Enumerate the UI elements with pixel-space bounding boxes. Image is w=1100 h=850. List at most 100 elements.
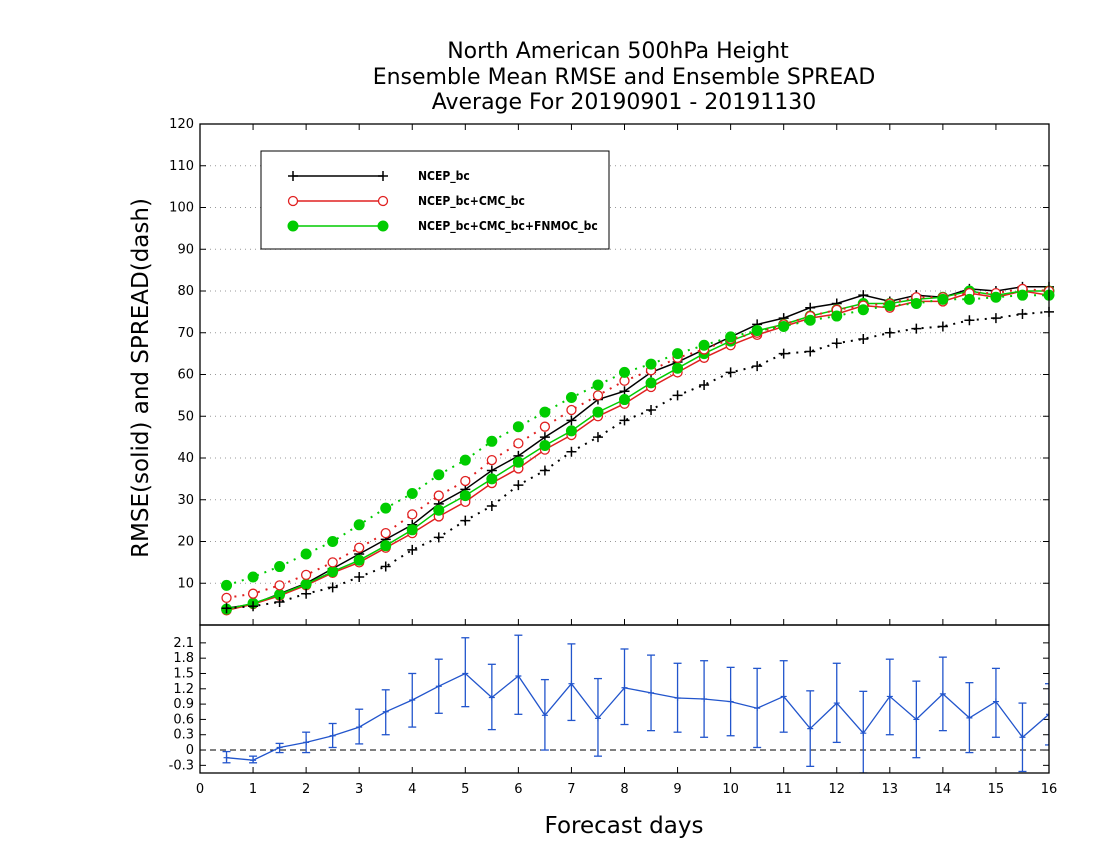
x-tick-label: 1 [249,782,257,797]
data-point [353,519,365,531]
data-point [354,571,365,582]
data-point [247,588,259,599]
y-tick-label: 50 [177,409,194,424]
y-tick-label: 40 [177,451,194,466]
x-tick-label: 13 [882,782,899,797]
difference-point [860,730,867,737]
data-point [433,532,444,543]
difference-point [939,690,946,697]
y-tick-label: 70 [177,326,194,341]
y-tick-label: 0.6 [173,712,194,727]
data-point [378,171,388,181]
series-rmse-2 [221,285,1055,615]
data-point [377,220,389,232]
data-point [539,406,551,418]
x-tick-label: 4 [408,782,416,797]
data-point [672,390,683,401]
data-point [751,325,763,337]
data-point [460,515,471,526]
data-point [301,588,312,599]
y-tick-label: 80 [177,284,194,299]
data-point [672,362,684,374]
data-point [433,490,444,501]
data-point [380,540,392,552]
data-point [460,475,471,487]
data-point [327,582,338,593]
difference-point [727,698,734,705]
data-point [406,487,418,499]
difference-point [674,694,681,701]
data-point [459,490,471,502]
data-point [221,603,232,614]
x-tick-label: 14 [935,782,952,797]
difference-point [329,732,336,739]
x-tick-label: 16 [1041,782,1058,797]
data-point [646,404,657,415]
data-point [990,313,1001,324]
y-tick-label: 2.1 [173,636,194,651]
difference-line [226,672,1049,761]
data-point [513,438,524,449]
data-point [377,195,389,207]
data-point [884,327,895,338]
data-point [778,348,789,359]
difference-point [409,697,416,704]
y-tick-label: 0.3 [173,728,194,743]
difference-point [780,693,787,700]
difference-point [913,716,920,723]
data-point [592,379,604,391]
data-point [963,293,975,305]
data-point [805,346,816,357]
x-tick-label: 5 [461,782,469,797]
difference-point [966,714,973,721]
data-point [300,548,312,560]
data-point [407,544,418,555]
data-point [274,597,285,608]
difference-point [648,689,655,696]
y-tick-label: 1.8 [173,651,194,666]
bottom-panel-frame [199,624,1050,774]
x-tick-label: 8 [620,782,628,797]
data-point [380,528,391,539]
data-point [221,579,233,591]
difference-point [435,683,442,690]
difference-series [222,634,1049,773]
series-spread-5 [221,289,1055,591]
series-rmse-0 [221,281,1054,614]
difference-point [992,698,999,705]
legend-label: NCEP_bc+CMC_bc [418,194,525,209]
title-line-1: North American 500hPa Height [447,39,789,64]
data-point [592,390,604,401]
data-point [221,592,232,604]
data-point [539,465,550,476]
series-line [226,290,1050,612]
y-tick-label: 20 [177,535,194,550]
difference-point [594,715,601,722]
data-point [937,293,949,305]
data-point [459,454,471,466]
data-point [327,566,339,578]
data-point [327,557,338,568]
data-point [247,571,259,583]
data-point [725,331,737,343]
y-tick-label: 100 [169,201,194,216]
data-point [1017,308,1028,319]
y-tick-label: 1.2 [173,682,194,697]
title-line-3: Average For 20190901 - 20191130 [432,90,817,115]
legend-item: NCEP_bc [288,169,470,184]
difference-point [382,708,389,715]
data-point [287,220,299,232]
data-point [990,291,1002,303]
data-point [565,425,577,437]
title-line-2: Ensemble Mean RMSE and Ensemble SPREAD [373,65,876,90]
chart-title: North American 500hPa Height Ensemble Me… [373,39,876,115]
x-tick-label: 3 [355,782,363,797]
data-point [964,315,975,326]
y-tick-label: 10 [177,576,194,591]
y-tick-label: 0 [186,743,194,758]
y-tick-label: 120 [169,117,194,132]
y-tick-label: 0.9 [173,697,194,712]
data-point [274,561,286,573]
data-point [486,473,498,485]
